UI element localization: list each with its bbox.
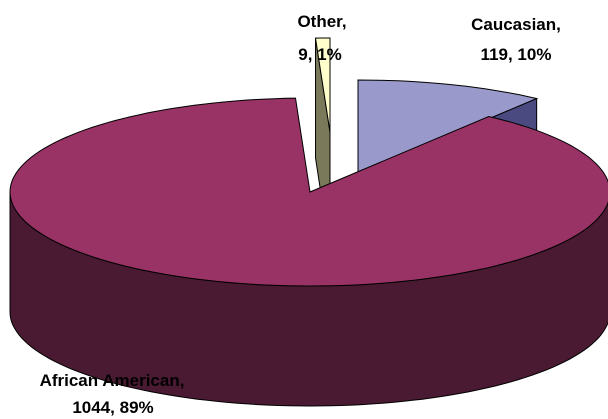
label-african-american-name: African American, (40, 371, 185, 390)
slice-top-caucasian (357, 79, 539, 175)
slice-top-african-american (9, 97, 608, 287)
pie-tops (9, 37, 608, 287)
slice-top-other (314, 37, 331, 133)
label-caucasian-value: 119, 10% (481, 45, 552, 64)
label-other-name: Other, (297, 12, 346, 31)
label-caucasian-name: Caucasian, (471, 15, 561, 34)
label-african-american-value: 1044, 89% (72, 398, 153, 417)
pie-labels: Caucasian, 119, 10% Other, 9, 1% African… (40, 12, 561, 417)
label-other-value: 9, 1% (298, 45, 341, 64)
